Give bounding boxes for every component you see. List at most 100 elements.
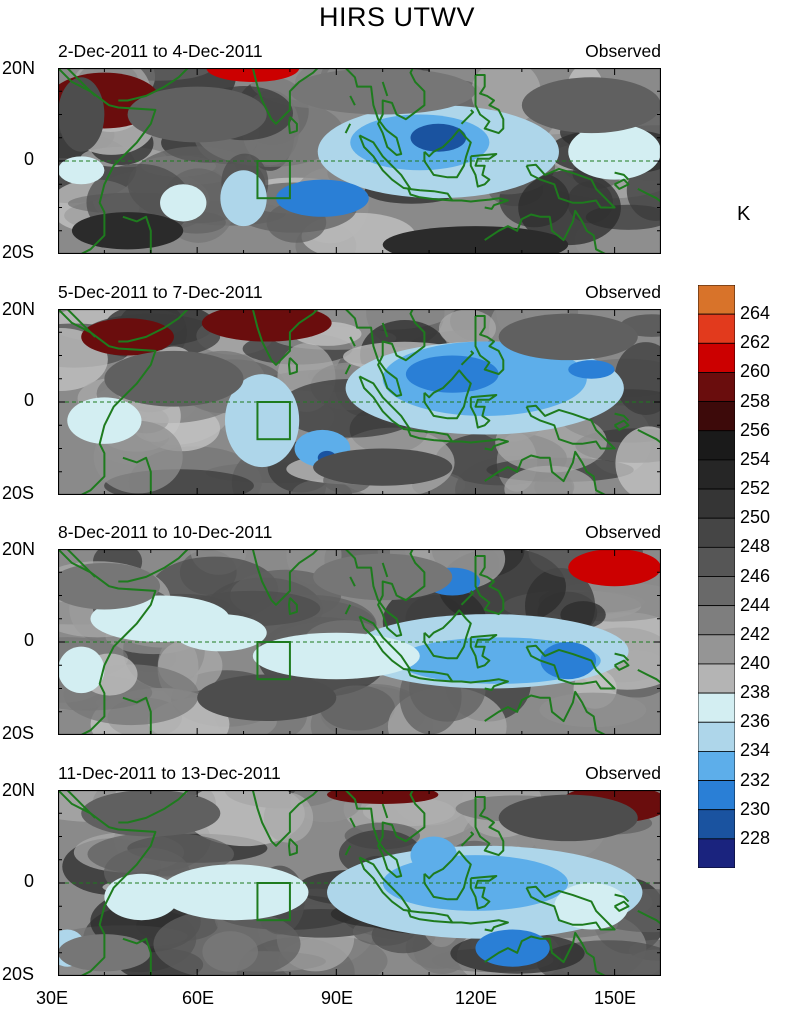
colorbar-swatch [698,546,735,577]
colorbar-swatch [698,809,735,840]
colorbar-unit: K [737,203,751,225]
panel-3-lat-20n: 20N [2,539,36,559]
coastline [344,604,352,615]
panel-3-date-range: 8-Dec-2011 to 10-Dec-2011 [58,522,273,542]
coastline [234,68,320,125]
coastline [452,678,509,691]
panel-2-date-range: 5-Dec-2011 to 7-Dec-2011 [58,282,263,302]
panel-3-tag: Observed [585,522,661,542]
field-contour [568,123,661,180]
coastline [118,549,189,583]
lon-label-30e: 30E [36,988,69,1008]
colorbar-label: 252 [740,478,771,499]
coastline [58,790,157,976]
coastline [474,796,505,857]
colorbar-label: 250 [740,507,771,528]
map-panel-3 [58,549,661,735]
colorbar-label: 256 [740,419,771,440]
coastline [349,336,356,347]
coastline [344,68,426,156]
coastline [288,116,298,135]
coastline [358,856,412,912]
field-contour [498,313,638,361]
colorbar-swatch [698,459,735,490]
field-contour [539,692,647,728]
coastline [288,838,298,857]
coastline [381,322,389,338]
coastline [469,875,498,910]
coastline [118,790,189,824]
coastline [525,404,616,450]
coastline [474,555,505,616]
coastline [381,562,389,578]
panel-4-date-range: 11-Dec-2011 to 13-Dec-2011 [58,763,281,783]
coastline [344,309,426,397]
colorbar-label: 262 [740,332,771,353]
coastline [58,68,157,254]
coastline [288,597,298,616]
panel-2-lat-20n: 20N [2,299,36,319]
field-contour [58,646,105,694]
field-contour [81,318,174,356]
coastline [637,188,661,203]
coastline [58,549,157,735]
coastline [122,215,152,254]
panel-2-tag: Observed [585,282,661,302]
panel-4-lat-20n: 20N [2,780,36,800]
coastline [234,790,320,847]
coastline [460,831,475,847]
field-contour [206,68,300,82]
coastline [66,309,96,338]
colorbar-label: 240 [740,652,771,673]
colorbar-swatch [698,342,735,373]
field-contour [201,309,332,342]
field-contour [160,864,309,921]
field-contour [614,342,661,415]
colorbar-swatch [698,634,735,665]
coastline [484,690,606,735]
colorbar-swatch [698,372,735,402]
field-contour [382,226,569,254]
coastline [344,364,352,375]
region-box [256,882,291,922]
field-contour [160,184,207,222]
colorbar-label: 246 [740,565,771,586]
field-contour [410,836,457,874]
field-contour [276,179,369,217]
map-panel-2 [58,309,661,495]
field-contour [224,374,300,468]
colorbar-swatch [698,838,735,868]
colorbar-label: 244 [740,594,771,615]
coastline [58,309,157,495]
coastline [118,309,189,343]
field-contour [568,360,615,379]
map-panel-1 [58,68,661,254]
field-contour [87,832,235,876]
coastline [234,309,320,366]
coastline [460,350,475,366]
colorbar-swatch [698,750,735,781]
region-box [256,160,291,200]
panel-1-tag: Observed [585,41,661,61]
coastline [122,937,152,976]
panel-2-lat-0: 0 [24,390,35,410]
field-contour [405,355,499,393]
coastline [118,68,189,102]
coastline [344,549,426,637]
coastline [469,153,498,188]
field-contour [313,448,453,486]
coastline [344,790,426,878]
region-box [256,401,291,441]
coastline [423,609,472,660]
coastline [349,95,356,106]
coastline [637,429,661,444]
coastline [484,209,606,254]
colorbar-label: 264 [740,303,771,324]
field-contour [504,465,596,495]
figure-title: HIRS UTWV [319,2,475,32]
field-contour [475,929,550,967]
coastline [349,817,356,828]
lon-label-120e: 120E [455,988,498,1008]
colorbar-label: 236 [740,711,771,732]
colorbar-swatch [698,430,735,461]
